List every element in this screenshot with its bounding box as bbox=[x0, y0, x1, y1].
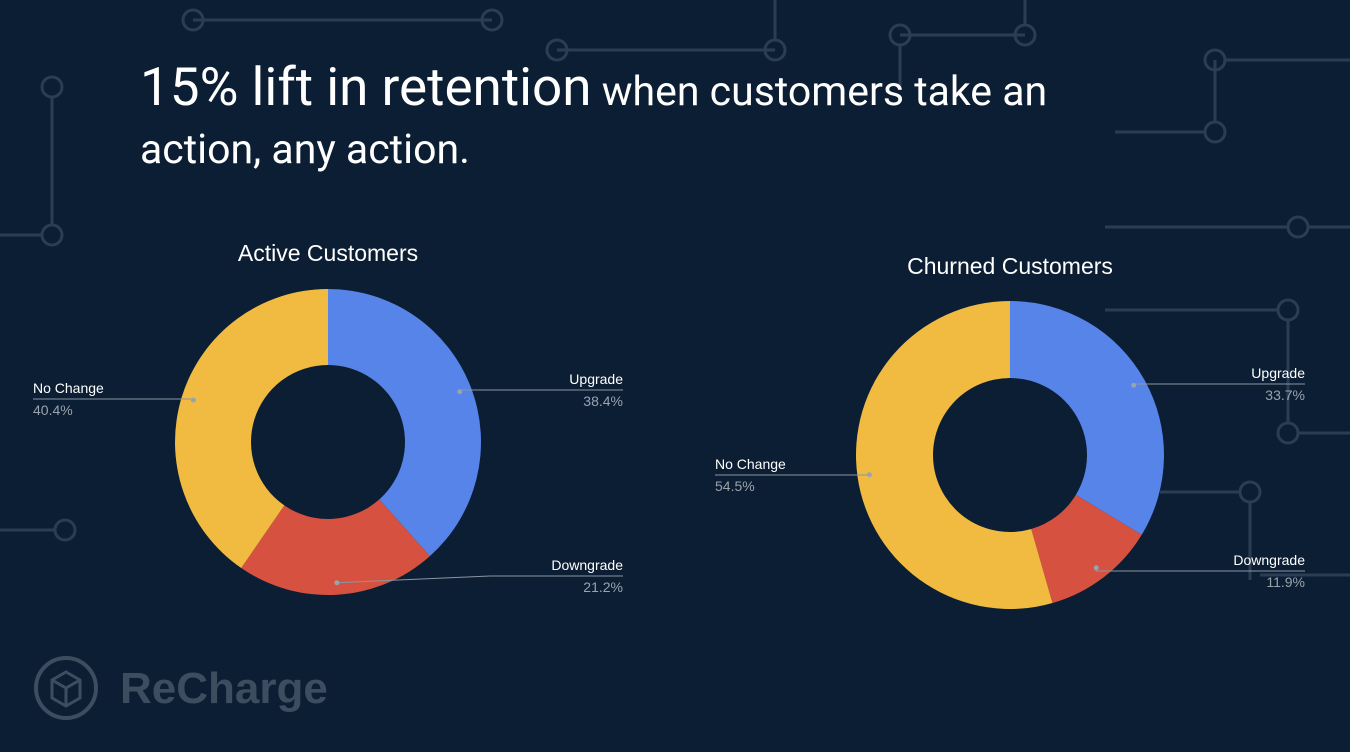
donut-slice bbox=[1031, 494, 1142, 604]
leader-dot bbox=[190, 397, 196, 403]
donut-slice bbox=[1010, 301, 1164, 535]
headline: 15% lift in retention when customers tak… bbox=[140, 58, 1160, 179]
slice-value-label: 40.4% bbox=[33, 402, 73, 418]
slice-label: Downgrade bbox=[1233, 552, 1305, 568]
circuit-decoration bbox=[0, 0, 1350, 580]
donut-slice bbox=[855, 301, 1053, 609]
slice-value-label: 38.4% bbox=[583, 393, 623, 409]
leader-line bbox=[1133, 383, 1305, 386]
leader-dot bbox=[1131, 382, 1137, 388]
slice-label: No Change bbox=[715, 456, 786, 472]
leader-line bbox=[459, 389, 623, 392]
logo-icon bbox=[34, 656, 98, 720]
slice-value-label: 33.7% bbox=[1265, 387, 1305, 403]
slice-value-label: 11.9% bbox=[1266, 574, 1305, 590]
chart-title: Churned Customers bbox=[907, 253, 1113, 279]
slice-label: No Change bbox=[33, 380, 104, 396]
leader-dot bbox=[1093, 565, 1099, 571]
slice-value-label: 21.2% bbox=[583, 579, 623, 595]
slice-label: Downgrade bbox=[551, 557, 623, 573]
leader-dot bbox=[866, 472, 872, 478]
headline-emphasis: 15% lift in retention bbox=[140, 56, 592, 118]
chart-title: Active Customers bbox=[238, 240, 418, 266]
leader-line bbox=[1095, 567, 1305, 572]
donut-slice bbox=[175, 289, 328, 569]
leader-dot bbox=[334, 580, 340, 586]
logo: ReCharge bbox=[34, 656, 328, 720]
slice-value-label: 54.5% bbox=[715, 478, 755, 494]
slice-label: Upgrade bbox=[569, 371, 623, 387]
leader-line bbox=[33, 398, 194, 401]
donut-slice bbox=[328, 289, 481, 557]
logo-text: ReCharge bbox=[120, 664, 328, 713]
headline-text: when customers take an action, any actio… bbox=[140, 68, 1048, 174]
donut-slice bbox=[241, 499, 430, 595]
logo-box bbox=[50, 670, 82, 708]
leader-line bbox=[336, 575, 623, 584]
leader-dot bbox=[457, 389, 463, 395]
slice-label: Upgrade bbox=[1251, 365, 1305, 381]
